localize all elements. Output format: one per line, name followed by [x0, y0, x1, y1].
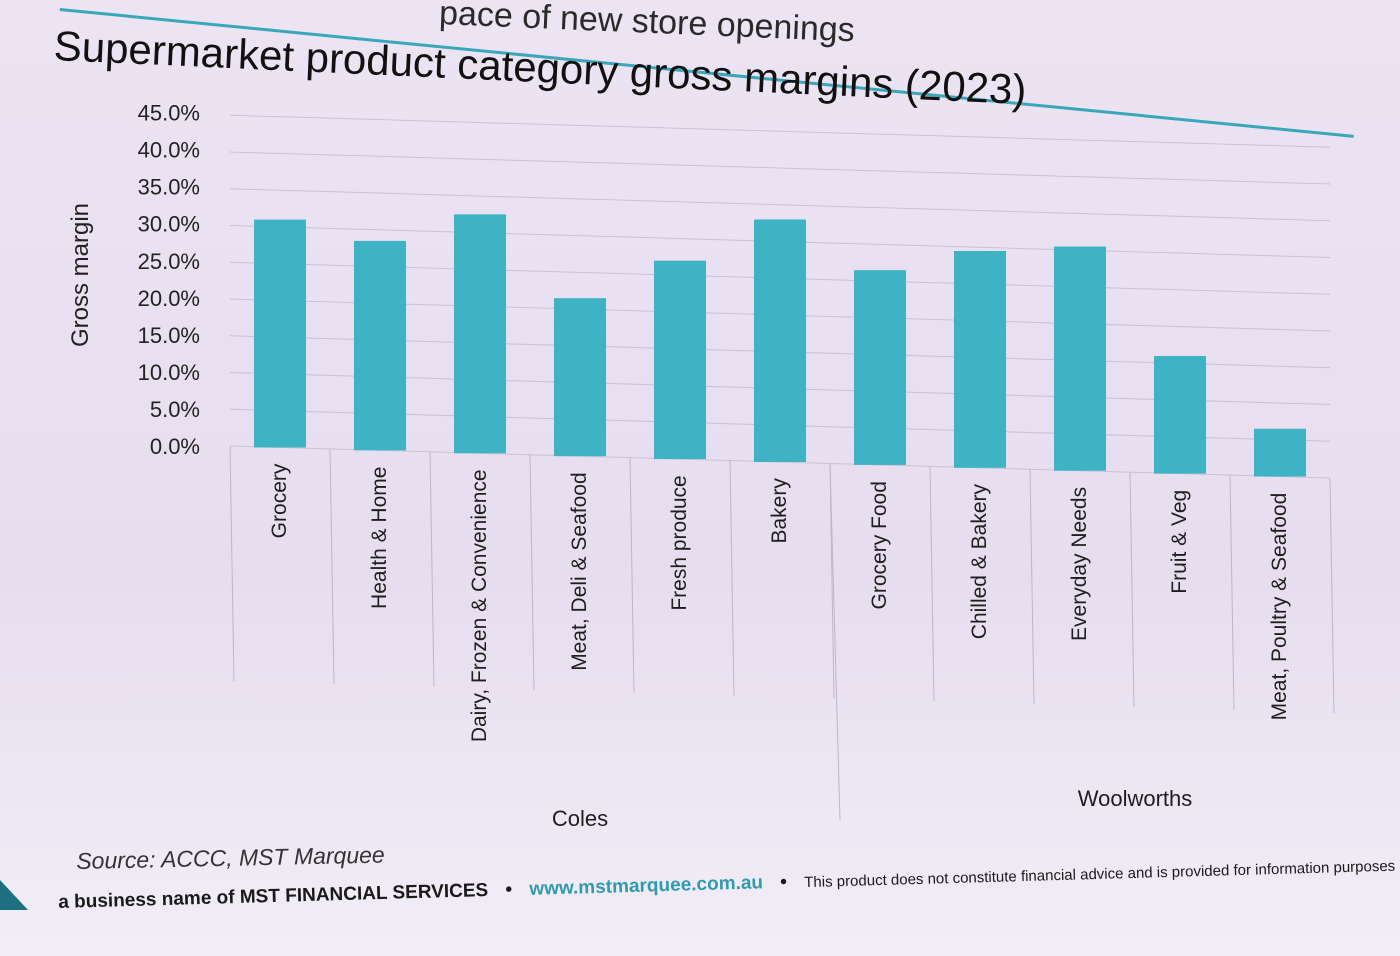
y-tick-label: 25.0%	[138, 249, 200, 274]
y-tick-label: 35.0%	[138, 175, 200, 200]
category-divider	[1229, 475, 1235, 711]
plot-area: 0.0% 5.0% 10.0% 15.0% 20.0% 25.0% 30.0% 35.0% 40…	[67, 101, 1335, 831]
y-tick-label: 5.0%	[150, 397, 200, 422]
bar	[954, 250, 1006, 468]
bar	[754, 219, 806, 462]
category-divider	[1029, 469, 1035, 705]
bar	[554, 298, 606, 457]
category-divider	[329, 448, 335, 684]
y-tick-label: 45.0%	[138, 101, 200, 126]
group-divider	[829, 463, 841, 821]
category-label: Health & Home	[368, 467, 391, 609]
y-axis-title: Gross margin	[67, 203, 94, 347]
category-label: Bakery	[768, 478, 791, 544]
y-tick-label: 30.0%	[138, 212, 200, 237]
category-label: Fresh produce	[668, 475, 691, 610]
category-divider	[629, 457, 635, 693]
corner-accent	[0, 880, 28, 910]
category-divider	[1329, 477, 1335, 714]
category-divider	[929, 466, 935, 702]
bar	[254, 219, 306, 448]
category-divider	[429, 451, 435, 687]
y-tick-label: 20.0%	[138, 286, 200, 311]
bar	[1254, 428, 1306, 477]
bar	[354, 240, 406, 451]
footer-separator: •	[505, 879, 513, 901]
bar	[1154, 356, 1206, 474]
category-divider	[229, 445, 235, 682]
group-label: Woolworths	[1078, 786, 1193, 811]
group-label: Coles	[552, 806, 608, 831]
y-tick-label: 0.0%	[150, 434, 200, 459]
category-divider	[529, 454, 535, 690]
footer-separator: •	[779, 871, 788, 893]
category-label: Dairy, Frozen & Convenience	[468, 469, 491, 742]
y-tick-label: 40.0%	[138, 138, 200, 163]
category-label: Everyday Needs	[1068, 487, 1091, 641]
category-divider	[1129, 472, 1135, 708]
gridline	[229, 188, 1331, 222]
bar	[854, 270, 906, 465]
category-label: Grocery Food	[868, 481, 891, 609]
category-divider	[729, 460, 735, 696]
category-label: Meat, Deli & Seafood	[568, 472, 591, 670]
category-label: Fruit & Veg	[1168, 490, 1191, 594]
y-tick-label: 15.0%	[138, 323, 200, 348]
bar	[1054, 246, 1106, 471]
category-label: Meat, Poultry & Seafood	[1268, 493, 1291, 721]
bar	[454, 214, 506, 454]
category-label: Chilled & Bakery	[968, 483, 991, 639]
gridline	[229, 114, 1331, 148]
y-tick-label: 10.0%	[138, 360, 200, 385]
gridline	[229, 151, 1331, 185]
bar	[654, 260, 706, 460]
category-label: Grocery	[268, 463, 291, 538]
